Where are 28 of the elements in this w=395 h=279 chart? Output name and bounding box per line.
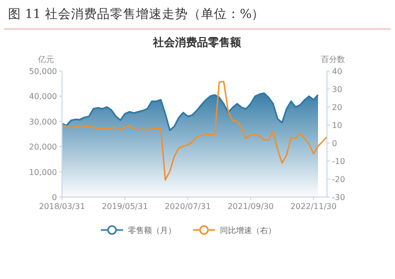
chart-subtitle: 社会消费品零售额 [152, 36, 242, 49]
legend-item: 零售额（月） [101, 225, 176, 235]
y2-tick-label: 40 [332, 67, 342, 76]
y2-tick-label: -20 [332, 175, 346, 184]
y-tick-label: 30,000 [29, 117, 57, 126]
x-tick-label: 2019/05/31 [102, 202, 148, 211]
y-tick-label: 10,000 [29, 168, 57, 177]
legend-item: 同比增速（右） [193, 225, 276, 235]
y2-tick-label: -10 [332, 157, 346, 166]
y2-tick-label: 30 [332, 85, 342, 94]
y2-tick-label: 20 [332, 103, 342, 112]
y-tick-label: 20,000 [29, 142, 57, 152]
y2-axis-title: 百分数 [321, 55, 345, 64]
y-tick-label: 0 [52, 193, 57, 202]
legend-label: 同比增速（右） [220, 226, 276, 235]
y-axis-title: 亿元 [37, 55, 54, 64]
y2-tick-label: 0 [332, 139, 338, 148]
y-tick-label: 40,000 [29, 92, 57, 102]
y2-tick-label: -30 [332, 193, 346, 202]
x-tick-label: 2022/11/30 [290, 202, 337, 211]
x-tick-label: 2020/07/31 [164, 202, 211, 211]
line-series [61, 80, 328, 181]
x-tick-label: 2018/03/31 [38, 202, 86, 211]
y2-tick-label: 10 [332, 121, 342, 130]
chart-title: 图 11 社会消费品零售增速走势（单位：%） [8, 6, 265, 21]
x-tick-label: 2021/09/30 [228, 202, 274, 211]
legend-label: 零售额（月） [128, 226, 176, 235]
y-tick-label: 50,000 [29, 67, 57, 76]
